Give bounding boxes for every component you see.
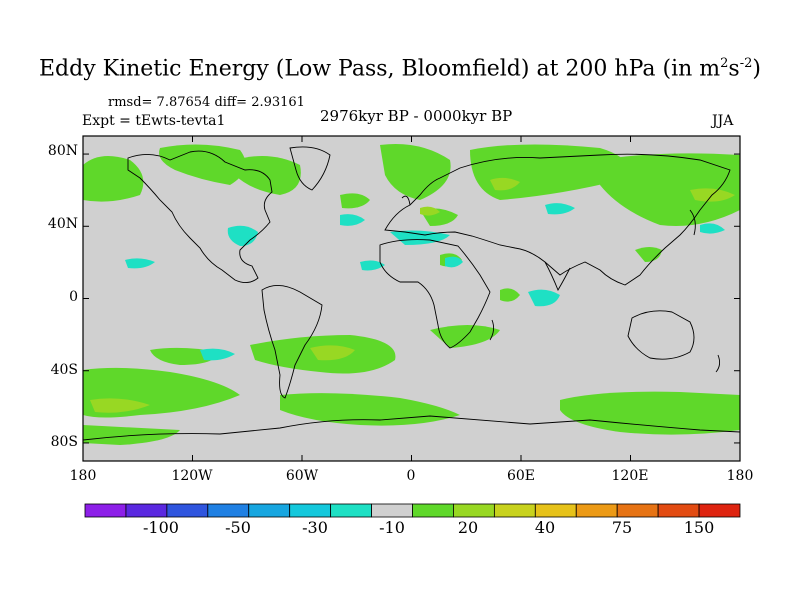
y-label-80s: 80S	[50, 434, 78, 450]
eurasia-coast	[384, 153, 731, 286]
north-america-coast	[127, 150, 273, 283]
colorbar-label-2: -50	[225, 518, 251, 537]
x-label-0: 0	[406, 468, 416, 484]
colorbar-swatch-13	[616, 503, 659, 518]
x-label-120e: 120E	[611, 468, 649, 484]
colorbar-label-4: -10	[379, 518, 405, 537]
greenland-coast	[289, 146, 331, 191]
colorbar-swatch-14	[657, 503, 700, 518]
madagascar-coast	[489, 319, 495, 341]
india-coast	[544, 261, 571, 292]
colorbar-label-7: 75	[611, 518, 633, 537]
colorbar-swatch-5	[289, 503, 332, 518]
colorbar-swatch-7	[371, 503, 413, 518]
y-tick-marks	[83, 153, 740, 444]
map-title: Eddy Kinetic Energy (Low Pass, Bloomfiel…	[39, 56, 761, 82]
colorbar-swatch-2	[166, 503, 209, 518]
x-label-60w: 60W	[285, 468, 319, 484]
rmsd-stats: rmsd= 7.87654 diff= 2.93161	[108, 95, 305, 110]
y-label-0: 0	[69, 289, 78, 305]
y-label-40n: 40N	[47, 216, 78, 232]
x-tick-marks	[82, 136, 741, 461]
colorbar-label-3: -30	[302, 518, 328, 537]
y-label-40s: 40S	[50, 362, 78, 378]
colorbar-swatch-6	[330, 503, 372, 518]
japan-coast	[689, 209, 696, 236]
period-label: 2976kyr BP - 0000kyr BP	[320, 107, 513, 125]
uk-coast	[401, 195, 411, 206]
colorbar-swatch-10	[493, 503, 536, 518]
colorbar-label-8: 150	[683, 518, 715, 537]
positive-core-regions	[90, 177, 735, 413]
colorbar-label-5: 20	[457, 518, 479, 537]
experiment-label: Expt = tEwts-tevta1	[82, 113, 226, 129]
colorbar-swatch-1	[125, 503, 168, 518]
new-zealand-coast	[715, 354, 721, 373]
colorbar-label-1: -100	[143, 518, 179, 537]
season-label: JJA	[712, 113, 734, 129]
colorbar	[84, 503, 741, 518]
x-label-60e: 60E	[506, 468, 536, 484]
y-label-80n: 80N	[47, 143, 78, 159]
colorbar-swatch-15	[698, 503, 741, 518]
colorbar-swatch-4	[248, 503, 291, 518]
colorbar-swatch-12	[575, 503, 618, 518]
colorbar-swatch-11	[534, 503, 577, 518]
x-label-180w: 180	[69, 468, 97, 484]
colorbar-label-6: 40	[534, 518, 556, 537]
colorbar-swatch-9	[453, 503, 495, 518]
colorbar-swatch-0	[84, 503, 127, 518]
coastlines	[83, 146, 740, 441]
colorbar-swatch-3	[207, 503, 250, 518]
africa-coast	[379, 239, 491, 349]
australia-coast	[627, 310, 695, 360]
x-label-120w: 120W	[171, 468, 213, 484]
colorbar-swatch-8	[412, 503, 454, 518]
south-america-coast	[261, 285, 323, 399]
antarctica-coast	[83, 415, 740, 441]
x-label-180e: 180	[726, 468, 754, 484]
